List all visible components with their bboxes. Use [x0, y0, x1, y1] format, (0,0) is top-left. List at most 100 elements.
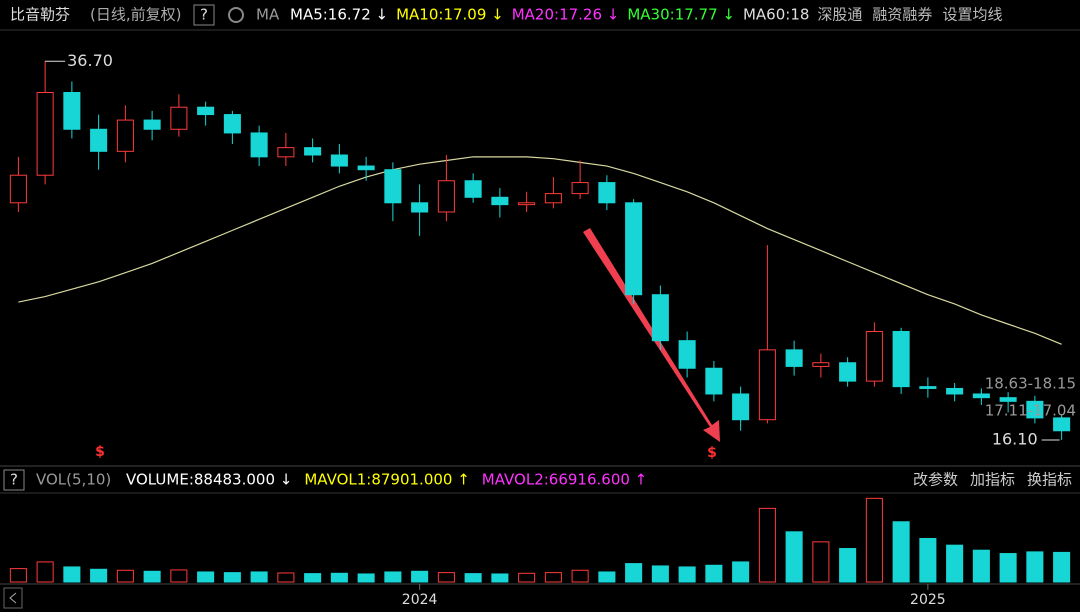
volume-bar: [36, 561, 54, 583]
volume-bar: [223, 572, 241, 583]
candle-body: [919, 386, 937, 389]
mode: (日线,前复权): [90, 6, 181, 24]
candle-body: [357, 165, 375, 171]
volume-bar: [1026, 551, 1044, 583]
vol-indicator: VOLUME:88483.000 ↓: [126, 471, 292, 489]
candle-body: [9, 174, 27, 204]
header-link[interactable]: 融资融券: [872, 6, 932, 24]
vol-name: VOL(5,10): [36, 471, 111, 489]
ma-label: MA: [256, 6, 280, 24]
indicator-button[interactable]: 改参数: [913, 471, 958, 489]
volume-bar: [250, 571, 268, 583]
volume-bar: [384, 571, 402, 583]
volume-bar: [197, 571, 215, 583]
stock-name: 比音勒芬: [10, 6, 70, 24]
candle-body: [678, 340, 696, 369]
candle-body: [598, 182, 616, 204]
volume-bar: [972, 549, 990, 583]
scroll-button[interactable]: [3, 587, 23, 609]
volume-bar: [277, 572, 295, 583]
candle-body: [304, 147, 322, 156]
volume-bar: [678, 566, 696, 583]
candle-body: [544, 193, 562, 204]
signal-icon: $: [95, 444, 105, 460]
volume-bar: [892, 521, 910, 583]
volume-bar: [411, 570, 429, 583]
volume-bar: [437, 572, 455, 583]
vol-indicator: MAVOL2:66916.600 ↑: [482, 471, 647, 489]
header: 比音勒芬 (日线,前复权) ? MA: [10, 4, 280, 26]
candle-body: [758, 349, 776, 421]
ma-indicator: MA10:17.09 ↓: [396, 6, 504, 24]
candle-body: [1026, 400, 1044, 419]
volume-bar: [304, 573, 322, 583]
candle-body: [116, 119, 134, 152]
signal-icon: $: [707, 445, 717, 461]
help[interactable]: ?: [10, 471, 18, 489]
candle-body: [865, 330, 883, 382]
volume-bar: [598, 571, 616, 583]
candle-body: [384, 169, 402, 204]
candle-body: [571, 182, 589, 195]
volume-bar: [90, 568, 108, 583]
volume-bar: [839, 548, 857, 583]
candle-body: [651, 294, 669, 342]
volume-bar: [464, 573, 482, 583]
candle-body: [839, 362, 857, 382]
volume-bar: [63, 566, 81, 583]
candle-body: [437, 180, 455, 213]
volume-bar: [758, 507, 776, 583]
settings-icon[interactable]: [228, 7, 244, 23]
candle-body: [223, 114, 241, 134]
volume-bar: [571, 569, 589, 583]
volume-header: ? VOL(5,10): [3, 469, 111, 491]
candle-body: [277, 147, 295, 158]
candle-body: [250, 132, 268, 158]
candle-body: [999, 397, 1017, 402]
candle-body: [63, 92, 81, 130]
ma-indicator: MA5:16.72 ↓: [290, 6, 388, 24]
volume-bar: [785, 531, 803, 583]
ma-indicator: MA30:17.77 ↓: [627, 6, 735, 24]
low-label: 16.10: [992, 429, 1038, 448]
volume-bar: [544, 572, 562, 583]
volume-bar: [491, 573, 509, 583]
candle-body: [464, 180, 482, 198]
scroll-icon[interactable]: [9, 592, 17, 604]
volume-bar: [812, 541, 830, 583]
header-link[interactable]: 设置均线: [942, 6, 1002, 24]
candle-body: [197, 106, 215, 116]
candle-body: [170, 106, 188, 130]
x-tick-label: 2024: [402, 592, 438, 608]
help[interactable]: ?: [200, 6, 208, 24]
candle-body: [36, 92, 54, 176]
help-box[interactable]: [193, 4, 215, 26]
volume-bar: [705, 564, 723, 583]
candle-body: [143, 119, 161, 130]
trend-arrow: [583, 228, 720, 442]
candle-body: [90, 128, 108, 152]
volume-bar: [865, 497, 883, 583]
candle-body: [518, 202, 536, 206]
volume-bar: [116, 569, 134, 583]
candle-body: [411, 202, 429, 213]
range-label: 17.11-17.04: [985, 402, 1076, 420]
candle-body: [972, 393, 990, 399]
volume-bar: [330, 572, 348, 583]
candle-body: [892, 330, 910, 388]
vol-indicator: MAVOL1:87901.000 ↑: [304, 471, 469, 489]
volume-bar: [651, 565, 669, 583]
header-link[interactable]: 深股通: [817, 6, 862, 24]
indicator-button[interactable]: 换指标: [1027, 471, 1072, 489]
help-box[interactable]: [3, 469, 25, 491]
x-tick-label: 2025: [910, 592, 946, 608]
range-label: 18.63-18.15: [985, 375, 1076, 393]
volume-bar: [357, 573, 375, 583]
volume-bar: [1053, 551, 1071, 583]
volume-bar: [518, 572, 536, 583]
volume-bar: [170, 569, 188, 583]
indicator-button[interactable]: 加指标: [970, 471, 1015, 489]
